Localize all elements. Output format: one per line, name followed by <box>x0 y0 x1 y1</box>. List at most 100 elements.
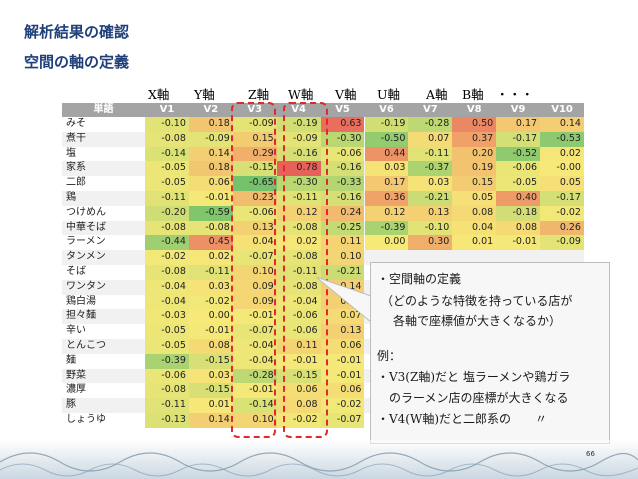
value-cell: -0.03 <box>145 309 189 325</box>
value-cell: -0.01 <box>188 191 233 206</box>
value-cell: 0.00 <box>364 235 409 251</box>
value-cell: 0.45 <box>188 235 233 251</box>
value-cell: 0.05 <box>540 176 584 191</box>
value-cell: -0.09 <box>540 235 584 251</box>
value-cell: -0.16 <box>320 191 365 206</box>
highlight-v3-column <box>231 102 276 438</box>
callout-line: （どのような特徴を持っている店が <box>381 294 573 308</box>
value-cell: -0.18 <box>496 205 541 221</box>
callout-line: ・V3(Z軸)だと 塩ラーメンや鶏ガラ <box>377 370 571 384</box>
value-cell: -0.07 <box>232 250 277 265</box>
value-cell: -0.06 <box>145 368 189 384</box>
highlight-v4-column <box>283 102 328 438</box>
value-cell: 0.08 <box>452 205 497 221</box>
value-cell: -0.21 <box>320 265 365 280</box>
value-cell: 0.10 <box>232 265 277 280</box>
value-cell: -0.08 <box>276 250 321 265</box>
value-cell: -0.33 <box>320 176 365 191</box>
wave-decoration <box>0 440 638 479</box>
value-cell: -0.01 <box>188 324 233 339</box>
row-word: 家系 <box>66 162 86 174</box>
table-header-cell: V7 <box>422 104 438 115</box>
value-cell: 0.04 <box>232 235 277 251</box>
axis-label: ・・・ <box>496 87 534 102</box>
value-cell: 0.44 <box>364 146 409 162</box>
value-cell: -0.01 <box>232 383 277 399</box>
value-cell: 0.30 <box>408 235 453 251</box>
value-cell: 0.78 <box>276 161 321 177</box>
value-cell: 0.26 <box>540 220 584 236</box>
callout-line: ・空間軸の定義 <box>377 272 462 286</box>
row-word: 辛い <box>66 325 86 337</box>
value-cell: -0.17 <box>496 131 541 147</box>
value-cell: 0.04 <box>452 220 497 236</box>
value-cell: 0.23 <box>232 191 277 206</box>
axis-label: Y軸 <box>194 87 215 102</box>
value-cell: -0.39 <box>364 220 409 236</box>
row-word: 豚 <box>66 399 76 411</box>
value-cell: 0.63 <box>320 117 365 132</box>
value-cell: -0.02 <box>276 413 321 428</box>
value-cell: -0.21 <box>408 191 453 206</box>
value-cell: -0.06 <box>232 205 277 221</box>
value-cell: -0.19 <box>276 117 321 132</box>
axis-label: B軸 <box>462 87 484 102</box>
row-word: しょうゆ <box>66 414 106 425</box>
value-cell: 0.00 <box>188 309 233 325</box>
value-cell: -0.19 <box>364 117 409 132</box>
value-cell: 0.06 <box>320 339 365 354</box>
value-cell: -0.08 <box>145 220 189 236</box>
value-cell: 0.11 <box>276 339 321 354</box>
value-cell: 0.24 <box>320 205 365 221</box>
value-cell: -0.30 <box>320 131 365 147</box>
row-word: 麺 <box>66 354 76 366</box>
value-cell: -0.09 <box>232 117 277 132</box>
value-cell: 0.02 <box>188 250 233 265</box>
table-header-cell: V8 <box>466 104 482 115</box>
value-cell: -0.28 <box>232 368 277 384</box>
value-cell: -0.15 <box>276 368 321 384</box>
value-cell: -0.50 <box>364 131 409 147</box>
row-word: ラーメン <box>66 236 106 248</box>
value-cell: 0.19 <box>452 161 497 177</box>
value-cell: -0.06 <box>320 146 365 162</box>
value-cell: 0.02 <box>276 235 321 251</box>
value-cell: -0.08 <box>188 220 233 236</box>
row-word: 煮干 <box>66 132 86 144</box>
value-cell: -0.04 <box>232 339 277 354</box>
value-cell: 0.03 <box>364 161 409 177</box>
axis-label: A軸 <box>426 87 448 102</box>
value-cell: 0.13 <box>320 324 365 339</box>
value-cell: -0.08 <box>276 279 321 295</box>
value-cell: -0.01 <box>496 235 541 251</box>
row-word: そば <box>66 266 86 277</box>
axis-label: X軸 <box>148 87 170 102</box>
table-header-cell: V3 <box>247 104 263 115</box>
value-cell: -0.05 <box>145 176 189 191</box>
value-cell: -0.04 <box>232 353 277 369</box>
value-cell: 0.29 <box>232 146 277 162</box>
table-header-cell: V9 <box>510 104 526 115</box>
table-header: 単語 V1 V2 V3 V4 V5 V6 V7 V8 V9 V10 <box>62 103 584 117</box>
value-cell: -0.01 <box>276 353 321 369</box>
row-word: ワンタン <box>66 280 106 292</box>
axis-labels-row: X軸 Y軸 Z軸 W軸 V軸 U軸 A軸 B軸 ・・・ <box>0 84 638 102</box>
row-word: 二郎 <box>66 177 86 189</box>
value-cell: -0.13 <box>145 413 189 428</box>
value-cell: 0.13 <box>232 220 277 236</box>
value-cell: -0.08 <box>145 131 189 147</box>
value-cell: -0.30 <box>276 176 321 191</box>
value-cell: -0.04 <box>145 294 189 310</box>
value-cell: -0.53 <box>540 131 584 147</box>
value-cell: 0.17 <box>496 117 541 132</box>
value-cell: -0.28 <box>408 117 453 132</box>
value-cell: -0.04 <box>145 279 189 295</box>
slide-title: 解析結果の確認 <box>24 23 130 41</box>
value-cell: -0.02 <box>320 398 365 413</box>
value-cell: -0.05 <box>145 161 189 177</box>
value-cell: 0.09 <box>232 294 277 310</box>
value-cell: 0.14 <box>540 117 584 132</box>
value-cell: 0.13 <box>408 205 453 221</box>
row-word: 鶏白湯 <box>66 295 96 307</box>
